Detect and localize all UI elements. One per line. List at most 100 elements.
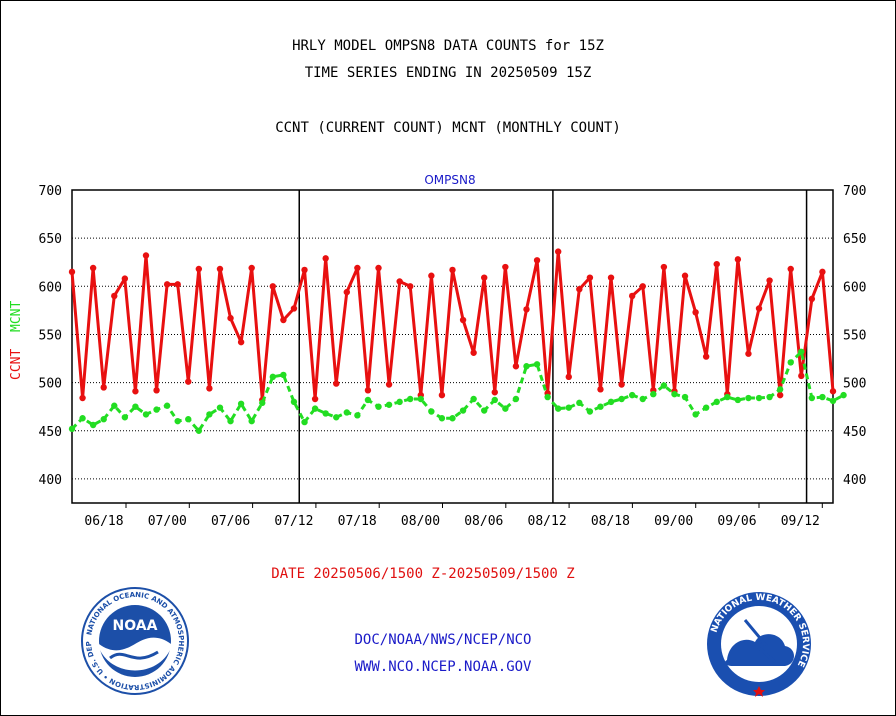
point-mcnt (618, 395, 625, 403)
point-ccnt (586, 274, 594, 281)
point-mcnt (237, 400, 245, 408)
point-mcnt (449, 415, 456, 422)
header-line-2: TIME SERIES ENDING IN 20250509 15Z (304, 65, 592, 81)
point-ccnt (237, 338, 245, 346)
point-mcnt (385, 401, 393, 408)
point-ccnt (322, 255, 329, 262)
point-ccnt (713, 260, 720, 268)
y-tick-label-left: 400 (39, 473, 62, 488)
point-mcnt (533, 361, 541, 368)
point-mcnt (195, 427, 203, 434)
point-mcnt (185, 416, 192, 423)
point-mcnt (755, 394, 763, 402)
y-tick-label-right: 450 (843, 425, 866, 440)
point-mcnt (544, 393, 551, 401)
y-tick-label-right: 650 (843, 232, 866, 247)
point-mcnt (724, 393, 731, 401)
point-mcnt (163, 402, 171, 409)
point-mcnt (734, 396, 742, 404)
point-ccnt (333, 380, 340, 387)
point-ccnt (438, 391, 446, 399)
point-ccnt (142, 252, 150, 259)
y-tick-label-right: 600 (843, 280, 866, 295)
point-mcnt (512, 395, 520, 403)
x-tick-label: 07/00 (148, 514, 187, 529)
org-link[interactable]: DOC/NOAA/NWS/NCEP/NCO (354, 632, 532, 648)
point-ccnt (755, 305, 763, 312)
point-mcnt (840, 391, 847, 399)
point-mcnt (206, 411, 213, 418)
x-tick-label: 09/06 (717, 514, 756, 529)
point-mcnt (491, 396, 498, 404)
point-mcnt (502, 405, 509, 412)
point-mcnt (576, 399, 583, 407)
point-mcnt (554, 405, 562, 412)
site-link[interactable]: WWW.NCO.NCEP.NOAA.GOV (354, 659, 532, 675)
point-mcnt (100, 416, 107, 423)
point-ccnt (301, 266, 308, 274)
point-mcnt (407, 395, 414, 403)
point-ccnt (311, 395, 319, 403)
point-mcnt (459, 407, 467, 414)
point-ccnt (449, 266, 456, 274)
point-mcnt (428, 408, 435, 415)
date-range: DATE 20250506/1500 Z-20250509/1500 Z (271, 566, 575, 582)
point-ccnt (628, 292, 636, 300)
point-mcnt (681, 393, 689, 401)
y-tick-label-left: 700 (39, 184, 62, 199)
x-tick-label: 07/18 (338, 514, 377, 529)
point-mcnt (808, 394, 816, 402)
point-ccnt (787, 265, 794, 273)
point-ccnt (68, 268, 76, 276)
point-mcnt (79, 415, 86, 422)
point-mcnt (639, 395, 646, 403)
x-tick-label: 08/06 (464, 514, 503, 529)
point-ccnt (216, 265, 224, 273)
point-mcnt (322, 410, 329, 417)
point-mcnt (481, 407, 488, 414)
point-ccnt (459, 316, 467, 324)
point-ccnt (227, 314, 234, 322)
point-mcnt (89, 421, 97, 429)
point-mcnt (142, 411, 150, 418)
point-ccnt (819, 268, 826, 276)
point-mcnt (650, 390, 657, 398)
point-ccnt (121, 275, 129, 282)
point-mcnt (523, 363, 530, 370)
point-ccnt (597, 386, 604, 393)
point-mcnt (354, 412, 361, 419)
x-tick-label: 09/12 (781, 514, 820, 529)
noaa-wordmark: NOAA (113, 618, 158, 634)
x-tick-label: 08/18 (591, 514, 630, 529)
y-tick-label-left: 500 (39, 377, 62, 392)
time-series-chart: 400 400 450 450 500 500 550 550 600 600 650 650 700 7… (9, 173, 866, 529)
point-mcnt (132, 403, 139, 410)
point-ccnt (660, 263, 668, 271)
y-tick-label-right: 700 (843, 184, 866, 199)
point-ccnt (491, 389, 498, 396)
point-mcnt (153, 406, 160, 413)
x-tick-label: 06/18 (84, 514, 123, 529)
point-mcnt (798, 348, 805, 355)
y-tick-label-left: 450 (39, 425, 62, 440)
point-ccnt (745, 350, 752, 357)
point-ccnt (554, 248, 562, 255)
point-mcnt (280, 371, 287, 379)
point-ccnt (185, 378, 192, 385)
point-mcnt (597, 403, 604, 410)
point-ccnt (481, 274, 488, 281)
point-mcnt (216, 404, 224, 411)
point-mcnt (787, 359, 794, 366)
point-ccnt (639, 283, 646, 290)
point-ccnt (89, 264, 97, 272)
point-ccnt (502, 263, 509, 271)
point-ccnt (153, 387, 160, 394)
y-tick-label-left: 600 (39, 280, 62, 295)
point-ccnt (428, 272, 435, 279)
noaa-logo-icon: NATIONAL OCEANIC AND ATMOSPHERIC ADMINIS… (80, 586, 189, 695)
y-tick-label-right: 550 (843, 328, 866, 343)
x-tick-label: 07/06 (211, 514, 250, 529)
x-tick-label: 08/12 (528, 514, 567, 529)
point-ccnt (470, 349, 477, 356)
point-ccnt (375, 264, 382, 272)
